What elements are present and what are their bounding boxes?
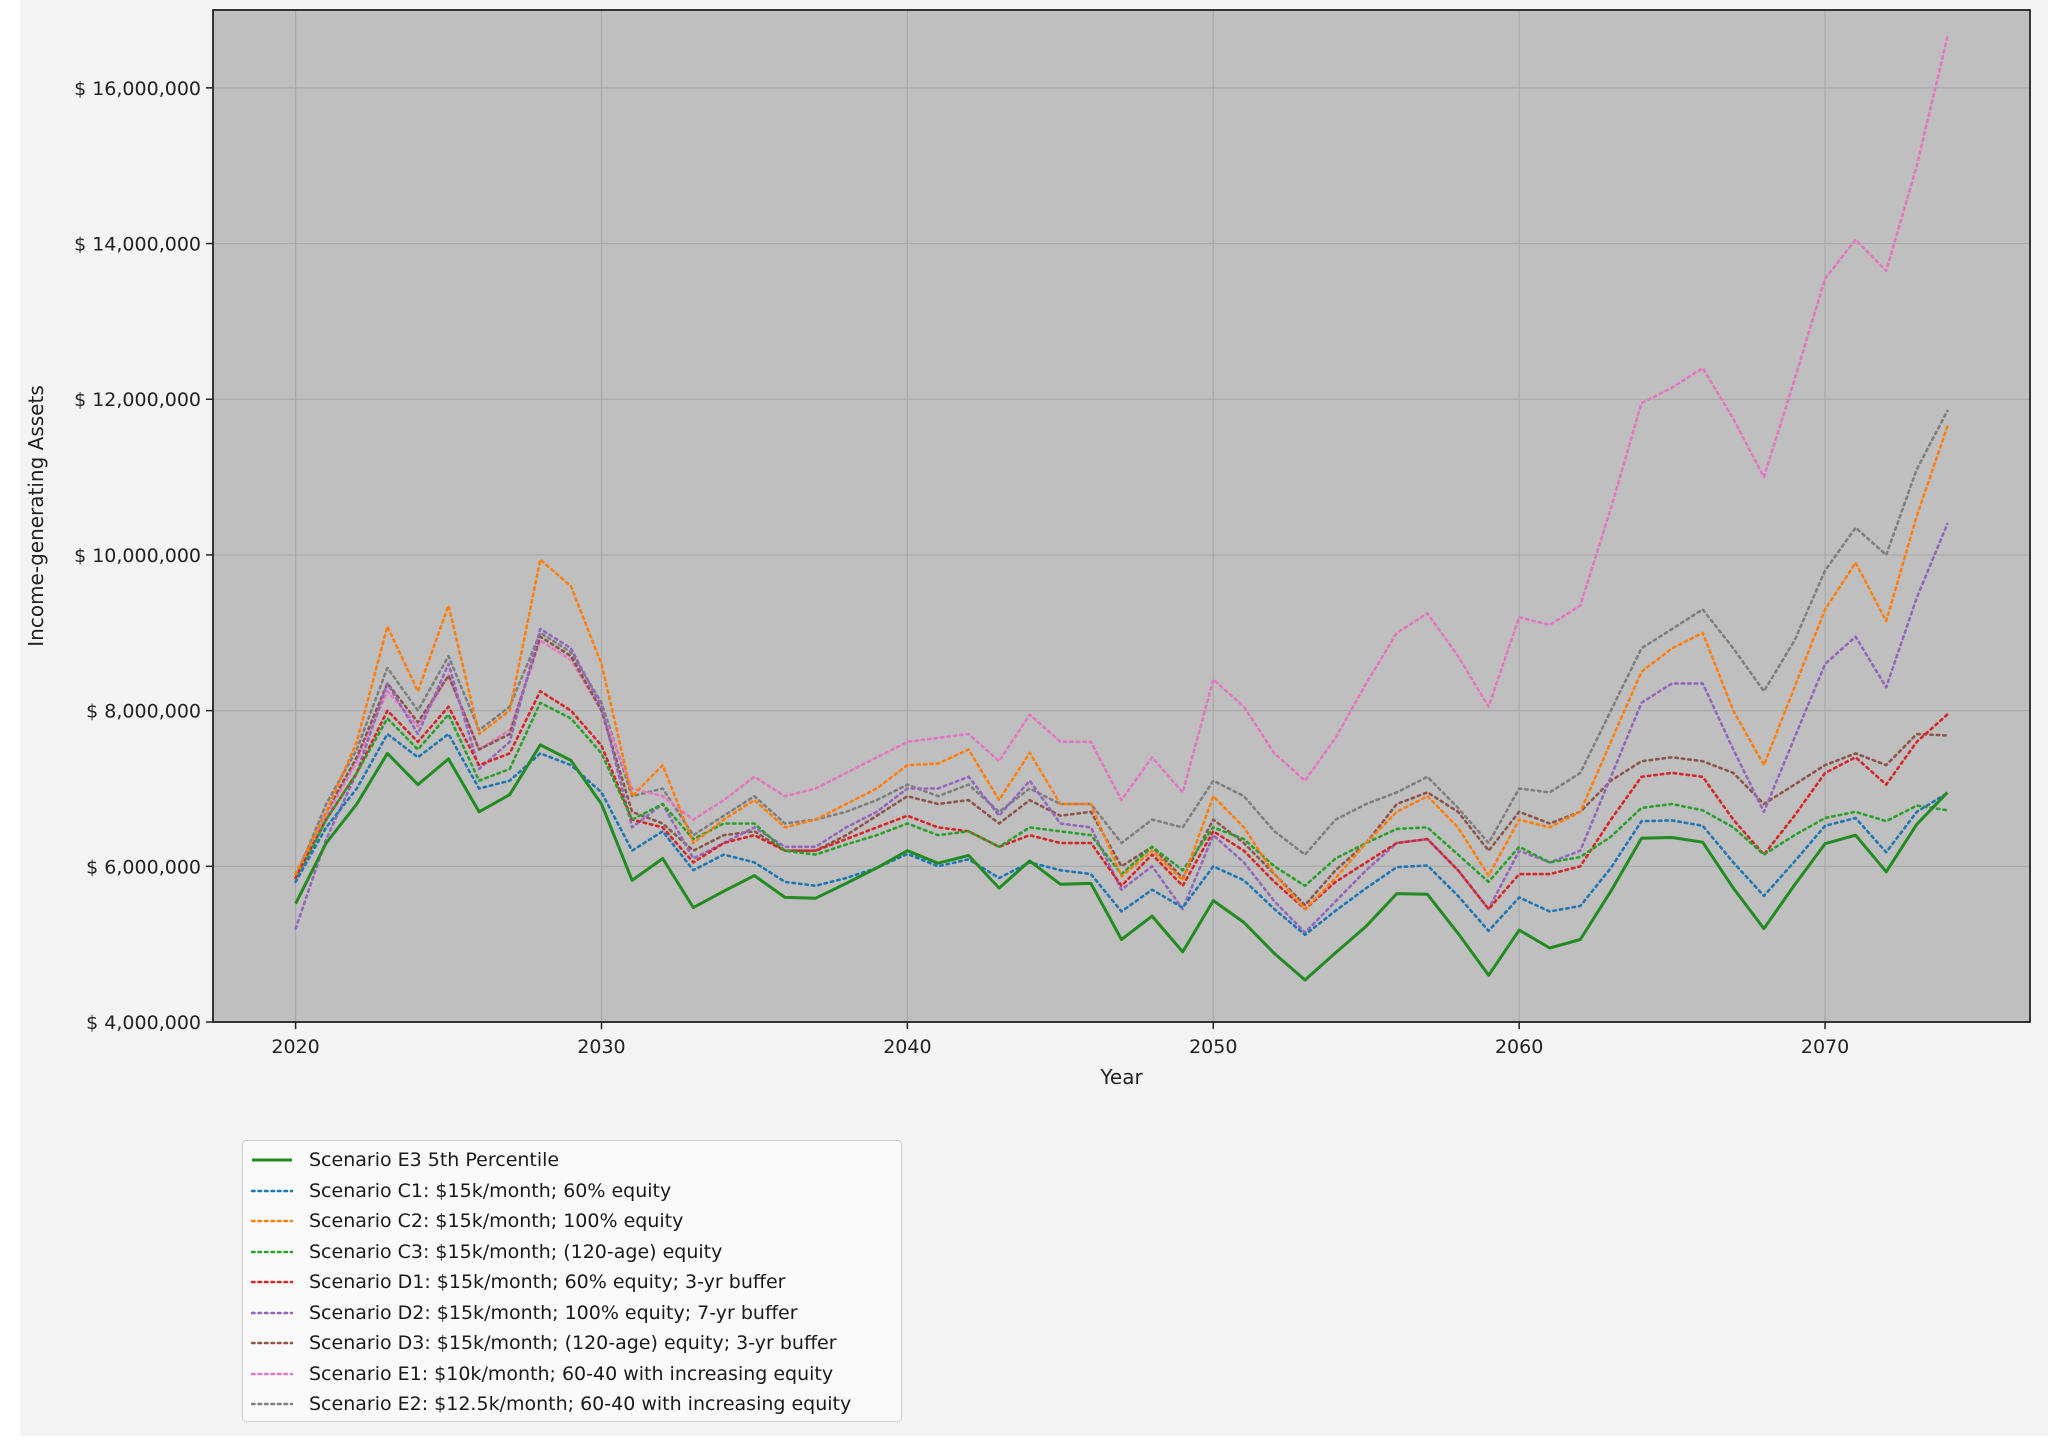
series-line [294,409,1949,880]
legend-label: Scenario D3: $15k/month; (120-age) equit… [309,1332,837,1355]
x-tick-label: 2050 [1189,1036,1237,1058]
series-line [294,689,1949,911]
series-line [294,743,1949,982]
x-tick-label: 2070 [1801,1036,1849,1058]
legend-label: Scenario C1: $15k/month; 60% equity [309,1179,672,1202]
legend-swatch [251,1372,293,1376]
plot-frame [212,9,2031,1023]
legend-item: Scenario E2: $12.5k/month; 60-40 with in… [243,1389,901,1420]
legend-swatch [251,1219,293,1223]
series-line [294,522,1949,934]
chart-figure: 2020 2030 2040 2050 2060 2070 $ 4,000,000 $ 6,0… [20,0,2048,1436]
y-tick-label: $ 4,000,000 [86,1012,201,1034]
x-tick-label: 2020 [271,1036,319,1058]
series-lines [294,35,1949,982]
legend: Scenario E3 5th Percentile Scenario C1: $… [242,1140,902,1422]
x-tick-label: 2040 [883,1036,931,1058]
y-axis-title: Income-generating Assets [24,385,48,646]
legend-swatch [251,1341,293,1345]
plot-area [213,10,2030,1022]
legend-swatch [251,1311,293,1315]
x-axis-title: Year [1099,1065,1143,1089]
line-chart: 2020 2030 2040 2050 2060 2070 $ 4,000,000 $ 6,0… [24,9,2031,1089]
legend-item: Scenario D2: $15k/month; 100% equity; 7-… [243,1298,901,1329]
legend-label: Scenario E2: $12.5k/month; 60-40 with in… [309,1393,852,1416]
legend-label: Scenario C2: $15k/month; 100% equity [309,1210,684,1233]
series-line [294,635,1949,907]
legend-swatch [251,1189,293,1193]
x-tick-label: 2060 [1495,1036,1543,1058]
legend-swatch [251,1280,293,1284]
y-tick-label: $ 6,000,000 [86,856,201,878]
legend-label: Scenario D1: $15k/month; 60% equity; 3-y… [309,1271,786,1294]
axis-ticks: 2020 2030 2040 2050 2060 2070 $ 4,000,000 $ 6,0… [74,78,1849,1058]
y-tick-label: $ 14,000,000 [74,234,201,256]
legend-item: Scenario C3: $15k/month; (120-age) equit… [243,1237,901,1268]
legend-item: Scenario C2: $15k/month; 100% equity [243,1206,901,1237]
series-line [294,732,1949,937]
x-tick-label: 2030 [577,1036,625,1058]
series-line [294,35,1949,880]
legend-swatch [252,1158,292,1162]
y-tick-label: $ 16,000,000 [74,78,201,100]
legend-item: Scenario E1: $10k/month; 60-40 with incr… [243,1359,901,1390]
legend-swatch [251,1402,293,1406]
series-line [294,701,1949,888]
legend-swatch [251,1250,293,1254]
series-line [294,425,1949,911]
y-tick-label: $ 12,000,000 [74,389,201,411]
legend-label: Scenario D2: $15k/month; 100% equity; 7-… [309,1301,798,1324]
legend-item: Scenario D3: $15k/month; (120-age) equit… [243,1328,901,1359]
legend-item: Scenario C1: $15k/month; 60% equity [243,1176,901,1207]
legend-label: Scenario E1: $10k/month; 60-40 with incr… [309,1362,834,1385]
legend-label: Scenario C3: $15k/month; (120-age) equit… [309,1240,723,1263]
legend-item: Scenario D1: $15k/month; 60% equity; 3-y… [243,1267,901,1298]
legend-item: Scenario E3 5th Percentile [243,1145,901,1176]
y-tick-label: $ 10,000,000 [74,545,201,567]
y-tick-label: $ 8,000,000 [86,701,201,723]
legend-label: Scenario E3 5th Percentile [309,1149,560,1172]
